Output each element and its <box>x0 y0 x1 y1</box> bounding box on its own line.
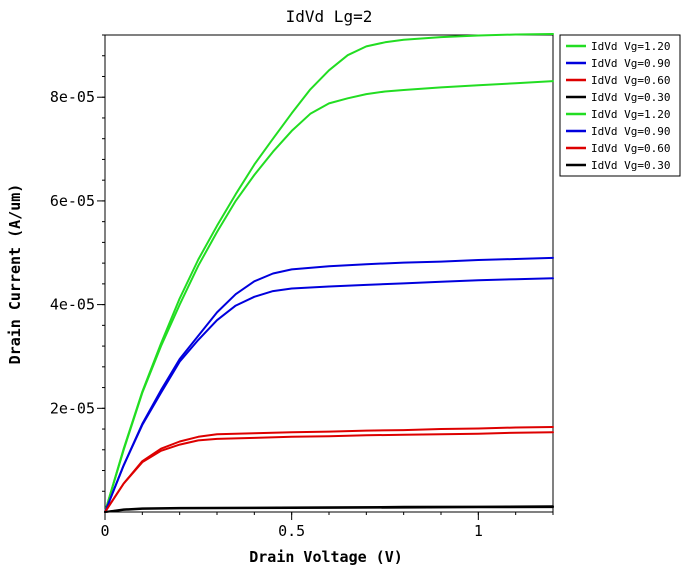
legend-items: IdVd Vg=1.20 IdVd Vg=0.90 IdVd Vg=0.60 IdVd… <box>566 40 670 172</box>
legend-label: IdVd Vg=0.60 <box>591 142 670 155</box>
series-line <box>104 431 554 513</box>
x-axis-label: Drain Voltage (V) <box>249 548 403 566</box>
y-tick-label: 2e-05 <box>50 399 95 417</box>
y-axis-label: Drain Current (A/um) <box>6 184 24 365</box>
legend-label: IdVd Vg=0.90 <box>591 57 670 70</box>
legend-label: IdVd Vg=1.20 <box>591 40 670 53</box>
legend-label: IdVd Vg=0.60 <box>591 74 670 87</box>
legend-box <box>559 34 681 177</box>
legend-item: IdVd Vg=1.20 <box>566 108 670 121</box>
legend-label: IdVd Vg=0.90 <box>591 125 670 138</box>
legend-item: IdVd Vg=0.60 <box>566 74 670 87</box>
legend-item: IdVd Vg=0.90 <box>566 57 670 70</box>
legend-label: IdVd Vg=0.30 <box>591 159 670 172</box>
x-tick-label: 1 <box>474 522 483 540</box>
series-line <box>104 277 554 513</box>
y-axis-ticks: 2e-05 4e-05 6e-05 8e-05 <box>50 88 105 417</box>
legend: IdVd Vg=1.20 IdVd Vg=0.90 IdVd Vg=0.60 IdVd… <box>559 34 681 177</box>
y-minor-ticks <box>102 34 105 492</box>
legend-item: IdVd Vg=0.60 <box>566 142 670 155</box>
legend-item: IdVd Vg=1.20 <box>566 40 670 53</box>
legend-item: IdVd Vg=0.30 <box>566 91 670 104</box>
series-line <box>104 506 554 513</box>
chart-title: IdVd Lg=2 <box>286 7 373 26</box>
legend-label: IdVd Vg=1.20 <box>591 108 670 121</box>
legend-label: IdVd Vg=0.30 <box>591 91 670 104</box>
series-line <box>104 33 554 513</box>
plot-frame <box>104 34 554 513</box>
x-tick-label: 0 <box>100 522 109 540</box>
series-layer <box>104 33 554 513</box>
legend-item: IdVd Vg=0.30 <box>566 159 670 172</box>
y-tick-label: 4e-05 <box>50 296 95 314</box>
series-line <box>104 426 554 513</box>
series-line <box>104 256 554 513</box>
series-line <box>104 80 554 513</box>
legend-item: IdVd Vg=0.90 <box>566 125 670 138</box>
y-tick-label: 6e-05 <box>50 192 95 210</box>
x-tick-label: 0.5 <box>278 522 305 540</box>
y-tick-label: 8e-05 <box>50 88 95 106</box>
x-axis-ticks: 0 0.5 1 <box>100 512 483 540</box>
